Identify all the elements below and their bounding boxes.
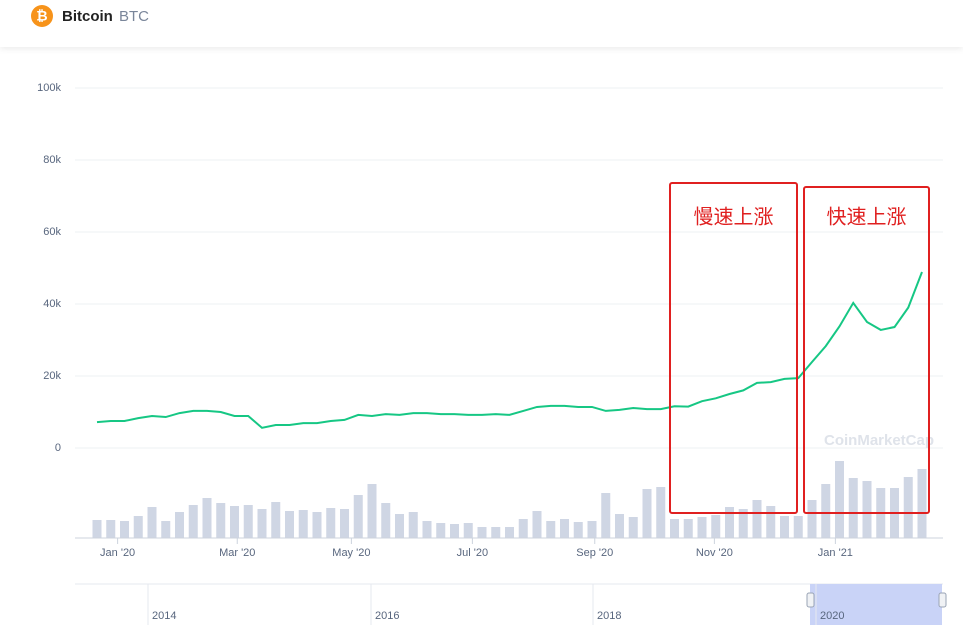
volume-bar <box>243 505 253 538</box>
volume-bar <box>917 469 927 538</box>
volume-bar <box>848 478 858 538</box>
volume-bar <box>835 461 844 538</box>
volume-bar <box>738 509 748 538</box>
x-tick-label: Jan '20 <box>100 547 135 559</box>
volume-bar <box>656 487 666 538</box>
annotation-box <box>803 186 930 514</box>
navigator-handle <box>806 592 815 608</box>
volume-bar <box>862 481 872 538</box>
watermark: CoinMarketCap <box>824 432 934 449</box>
volume-bar <box>120 521 129 538</box>
volume-bar <box>340 509 349 538</box>
volume-bar <box>697 517 707 538</box>
volume-bar <box>395 514 404 538</box>
volume-bar <box>890 488 899 538</box>
volume-bar <box>106 520 116 538</box>
x-tick-label: Sep '20 <box>576 547 613 559</box>
volume-bar <box>298 510 308 538</box>
volume-bar <box>463 523 473 538</box>
volume-bar <box>587 521 597 538</box>
volume-bar <box>353 495 363 538</box>
volume-bar <box>491 527 501 538</box>
volume-bar <box>326 508 336 538</box>
navigator-selection <box>810 584 942 625</box>
x-tick-label: Nov '20 <box>696 547 733 559</box>
volume-bar <box>422 521 432 538</box>
x-tick-label: May '20 <box>332 547 370 559</box>
volume-bar <box>532 511 542 538</box>
volume-bar <box>147 507 157 538</box>
volume-bar <box>573 522 583 538</box>
volume-bar <box>161 521 171 538</box>
coin-symbol: BTC <box>119 8 149 25</box>
volume-bar <box>230 506 239 538</box>
volume-bar <box>903 477 913 538</box>
volume-bar <box>518 519 528 538</box>
volume-bar <box>628 517 638 538</box>
volume-bar <box>807 500 817 538</box>
y-tick-label: 100k <box>37 82 61 94</box>
volume-bar <box>766 506 776 538</box>
header: ₿ Bitcoin BTC <box>0 0 963 47</box>
navigator-handle <box>938 592 947 608</box>
volume-bar <box>725 507 734 538</box>
volume-bar <box>408 512 418 538</box>
volume-bar <box>188 505 198 538</box>
header-svg: ₿ Bitcoin BTC <box>31 5 149 27</box>
volume-bar <box>271 502 281 538</box>
volume-bar <box>367 484 377 538</box>
volume-bar <box>793 516 803 538</box>
volume-bar <box>505 527 514 538</box>
volume-bar <box>436 523 446 538</box>
volume-bar <box>133 516 143 538</box>
volume-bar <box>381 503 391 538</box>
annotation-label: 快速上涨 <box>827 205 907 228</box>
volume-bar <box>821 484 831 538</box>
volume-bar <box>876 488 886 538</box>
x-tick-label: Mar '20 <box>219 547 255 559</box>
volume-bar <box>780 516 789 538</box>
volume-bar <box>670 519 679 538</box>
coin-name: Bitcoin <box>62 8 113 25</box>
volume-bar <box>711 515 721 538</box>
y-tick-label: 60k <box>43 226 61 238</box>
coin-icon <box>31 5 53 27</box>
volume-bar <box>285 511 294 538</box>
volume-bar <box>312 512 322 538</box>
y-tick-label: 0 <box>55 442 61 454</box>
volume-bar <box>175 512 184 538</box>
y-tick-label: 20k <box>43 370 61 382</box>
volume-bar <box>752 500 762 538</box>
volume-bar <box>683 519 693 538</box>
volume-bar <box>560 519 569 538</box>
navigator-year: 2016 <box>375 610 399 622</box>
navigator-year: 2018 <box>597 610 621 622</box>
price-line <box>96 271 923 429</box>
y-tick-label: 40k <box>43 298 61 310</box>
volume-bar <box>477 527 487 538</box>
volume-bar <box>601 493 611 538</box>
volume-bar <box>92 520 102 538</box>
x-tick-label: Jan '21 <box>818 547 853 559</box>
volume-bar <box>257 509 267 538</box>
annotation-label: 慢速上涨 <box>694 205 774 228</box>
y-tick-label: 80k <box>43 154 61 166</box>
volume-bar <box>642 489 652 538</box>
volume-bar <box>450 524 459 538</box>
coin-icon-symbol: ₿ <box>36 8 47 24</box>
annotation-box <box>669 182 798 514</box>
volume-bar <box>615 514 624 538</box>
navigator-year: 2020 <box>820 610 844 622</box>
volume-bar <box>216 503 226 538</box>
x-tick-label: Jul '20 <box>457 547 488 559</box>
navigator-year: 2014 <box>152 610 176 622</box>
volume-bar <box>202 498 212 538</box>
volume-bar <box>546 521 556 538</box>
